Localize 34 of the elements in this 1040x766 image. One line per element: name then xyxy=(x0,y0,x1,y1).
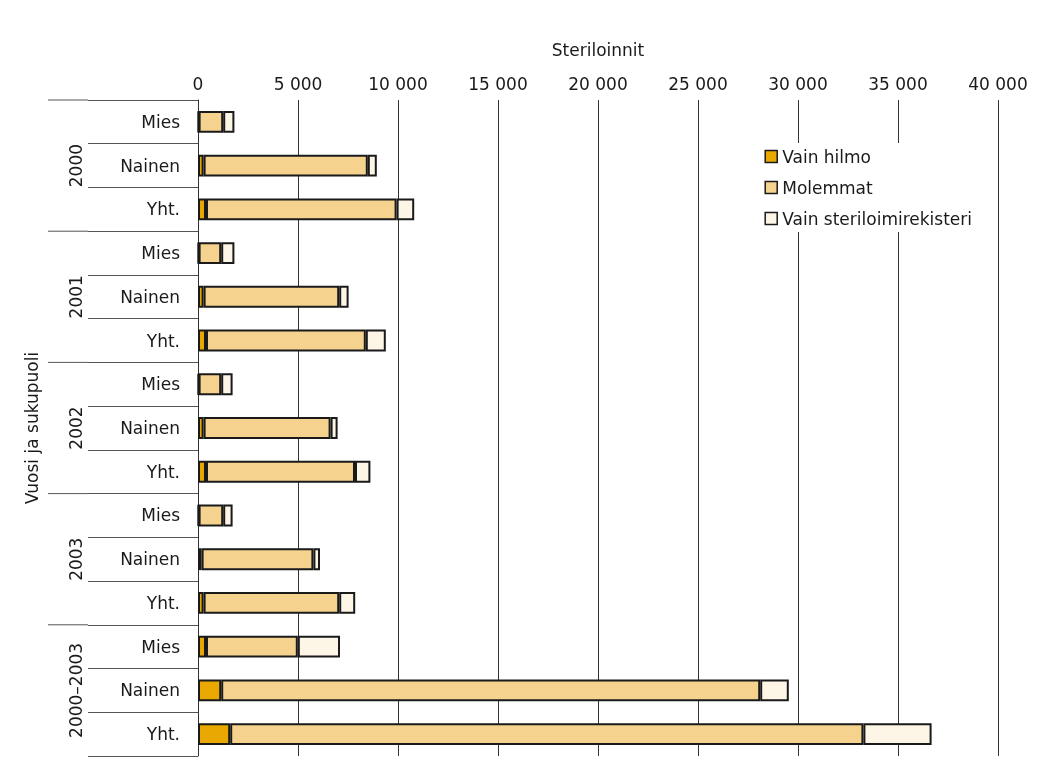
y-tick-label: Mies xyxy=(141,636,181,657)
x-tick-label: 25 000 xyxy=(668,73,728,94)
x-tick-label: 10 000 xyxy=(368,73,428,94)
text: 2000–2003 xyxy=(66,642,86,738)
x-axis-title: Steriloinnit xyxy=(551,39,645,60)
x-tick-label: 20 000 xyxy=(568,73,628,94)
y-tick-label: Yht. xyxy=(145,724,180,745)
text: 2000 xyxy=(66,143,86,188)
y-tick-label: Mies xyxy=(141,505,181,526)
x-tick-label: 35 000 xyxy=(868,73,928,94)
y-tick-label: Nainen xyxy=(120,549,180,570)
y-tick-label: Nainen xyxy=(120,680,180,701)
y-tick-label: Yht. xyxy=(145,461,180,482)
y-tick-label: Mies xyxy=(141,243,181,264)
y-tick-label: Nainen xyxy=(120,418,180,438)
y-tick-label: Yht. xyxy=(145,592,180,613)
y-tick-label: Yht. xyxy=(145,199,180,220)
legend-label: Vain steriloimirekisteri xyxy=(782,208,973,229)
x-tick-label: 0 xyxy=(192,73,204,94)
y-tick-label: Nainen xyxy=(120,286,180,307)
x-tick-label: 15 000 xyxy=(468,73,528,94)
x-tick-label: 5 000 xyxy=(273,73,323,94)
x-tick-label: 40 000 xyxy=(968,73,1028,94)
text: 2003 xyxy=(66,537,86,581)
x-tick-label: 30 000 xyxy=(768,73,828,94)
text: 2002 xyxy=(66,406,86,450)
y-tick-label: Mies xyxy=(141,111,181,132)
y-tick-label: Mies xyxy=(141,374,181,395)
legend-label: Molemmat xyxy=(782,177,873,198)
y-axis-title: Vuosi ja sukupuoli xyxy=(21,351,42,505)
y-tick-label: Nainen xyxy=(120,155,180,176)
y-tick-label: Yht. xyxy=(145,330,180,351)
legend-label: Vain hilmo xyxy=(782,146,872,167)
text: 2001 xyxy=(66,275,86,319)
